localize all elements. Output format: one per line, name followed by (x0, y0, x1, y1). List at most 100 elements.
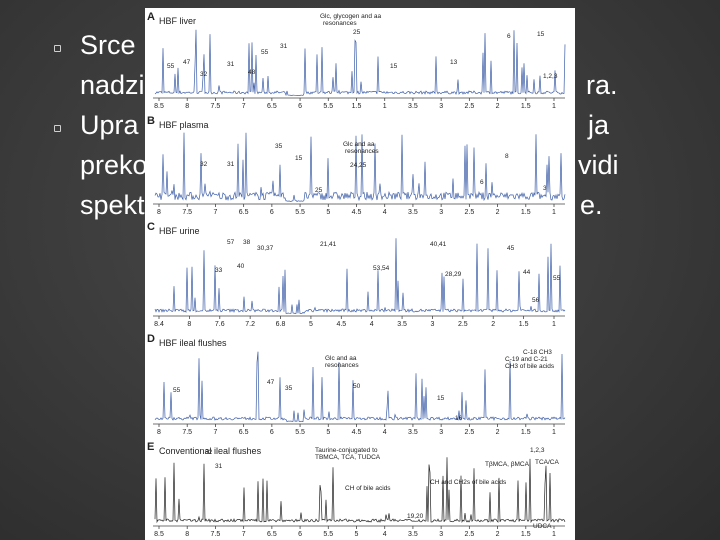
axis-tick-label: 3.5 (408, 531, 418, 538)
peak-annotation: 3 (543, 185, 547, 192)
axis-tick-label: 2 (496, 103, 500, 110)
peak-annotation: 6 (480, 179, 484, 186)
axis-tick-label: 7.5 (182, 429, 192, 436)
peak-annotation: 45 (507, 245, 515, 252)
text-fragment: Upra (80, 110, 139, 140)
text-fragment: vidi (578, 150, 619, 180)
axis-tick-label: 5.5 (295, 209, 305, 216)
axis-tick-label: 1.5 (519, 321, 529, 328)
peak-annotation: Glc, glycogen and aa (320, 13, 381, 20)
peak-annotation: 15 (295, 155, 303, 162)
figure-background (145, 8, 575, 540)
bullet (54, 45, 61, 52)
text-fragment: e. (580, 190, 603, 220)
axis-tick-label: 7.5 (211, 103, 221, 110)
spectrum-trace (154, 29, 566, 97)
axis-tick-label: 7 (213, 429, 217, 436)
peak-annotation: 55 (553, 275, 561, 282)
axis-tick-label: 8 (187, 321, 191, 328)
peak-annotation: resonances (325, 362, 359, 369)
panel-letter: D (147, 333, 155, 345)
axis-tick-label: 5 (309, 321, 313, 328)
peak-annotation: Glc and aa (325, 355, 357, 362)
axis-tick-label: 3.5 (408, 429, 418, 436)
peak-annotation: 40,41 (430, 241, 447, 248)
bullet (54, 125, 61, 132)
axis-tick-label: 5.5 (323, 103, 333, 110)
panel-title: HBF urine (159, 226, 200, 236)
peak-annotation: 25 (353, 29, 361, 36)
peak-annotation: resonances (345, 148, 379, 155)
peak-annotation: Taurine-conjugated to (315, 447, 378, 454)
axis-tick-label: 7 (242, 531, 246, 538)
peak-annotation: C-19 and C-21 (505, 356, 548, 363)
peak-annotation: 55 (167, 63, 175, 70)
axis-tick-label: 5 (355, 531, 359, 538)
axis-tick-label: 5.5 (323, 531, 333, 538)
peak-annotation: 6 (507, 33, 511, 40)
axis-tick-label: 3 (439, 531, 443, 538)
axis-tick-label: 7.6 (215, 321, 225, 328)
axis-tick-label: 4 (383, 531, 387, 538)
peak-annotation: 8 (505, 153, 509, 160)
peak-annotation: CH and CH2s of bile acids (430, 479, 507, 486)
panel-title: Conventional ileal flushes (159, 446, 262, 456)
peak-annotation: 53,54 (373, 265, 390, 272)
axis-tick-label: 3.5 (397, 321, 407, 328)
peak-annotation: C-18 CH3 (523, 349, 552, 356)
axis-tick-label: 1.5 (352, 103, 362, 110)
axis-tick-label: 4 (383, 209, 387, 216)
panel-letter: A (147, 11, 155, 23)
axis-tick-label: 1.5 (521, 209, 531, 216)
axis-tick-label: 2.5 (464, 209, 474, 216)
axis-tick-label: 6.5 (267, 103, 277, 110)
peak-annotation: 19,20 (407, 513, 424, 520)
text-fragment: preko (80, 150, 148, 180)
spectrum-trace (154, 351, 566, 423)
peak-annotation: 33 (215, 267, 223, 274)
peak-annotation: 50 (353, 383, 361, 390)
panel-letter: C (147, 221, 155, 233)
panel-letter: E (147, 441, 154, 453)
peak-annotation: CH3 of bile acids (505, 363, 555, 370)
axis-tick-label: 4 (370, 321, 374, 328)
peak-annotation: Glc and aa (343, 141, 375, 148)
axis-tick-label: 6.5 (267, 531, 277, 538)
axis-tick-label: 4.5 (352, 209, 362, 216)
panel-letter: B (147, 115, 155, 127)
axis-tick-label: 5.5 (295, 429, 305, 436)
axis-tick-label: 1 (552, 429, 556, 436)
text-fragment: ra. (586, 70, 618, 100)
axis-tick-label: 1.5 (521, 103, 531, 110)
axis-tick-label: 3 (439, 103, 443, 110)
peak-annotation: 30,37 (257, 245, 274, 252)
axis-tick-label: 3 (431, 321, 435, 328)
peak-annotation: 56 (532, 297, 540, 304)
axis-tick-label: 6 (270, 209, 274, 216)
text-fragment: ja (588, 110, 610, 140)
axis-tick-label: 2.5 (464, 103, 474, 110)
axis-tick-label: 2.5 (464, 531, 474, 538)
peak-annotation: 47 (267, 379, 275, 386)
axis-tick-label: 1 (552, 209, 556, 216)
peak-annotation: 24,25 (350, 162, 367, 169)
axis-tick-label: 7 (242, 103, 246, 110)
peak-annotation: 28,29 (445, 271, 462, 278)
spectrum-trace (154, 457, 566, 524)
peak-annotation: 21,41 (320, 241, 337, 248)
axis-tick-label: 3.5 (408, 209, 418, 216)
spectrum-trace (154, 132, 566, 202)
peak-annotation: 25 (315, 187, 323, 194)
axis-tick-label: 1 (552, 321, 556, 328)
peak-annotation: 31 (227, 61, 235, 68)
peak-annotation: TBMCA, TCA, TUDCA (315, 454, 381, 461)
nmr-figure: A HBF liver 8.5 8 7.5 7 6.5 6 5.5 1.5 1 3.5 3 2.5 2 1.5… (145, 8, 575, 540)
axis-tick-label: 3 (439, 209, 443, 216)
axis-tick-label: 1.5 (521, 429, 531, 436)
peak-annotation: 31 (227, 161, 235, 168)
peak-annotation: TβMCA, βMCA (485, 461, 530, 468)
axis-tick-label: 6 (298, 531, 302, 538)
axis-tick-label: 1.5 (521, 531, 531, 538)
peak-annotation: 15 (437, 395, 445, 402)
